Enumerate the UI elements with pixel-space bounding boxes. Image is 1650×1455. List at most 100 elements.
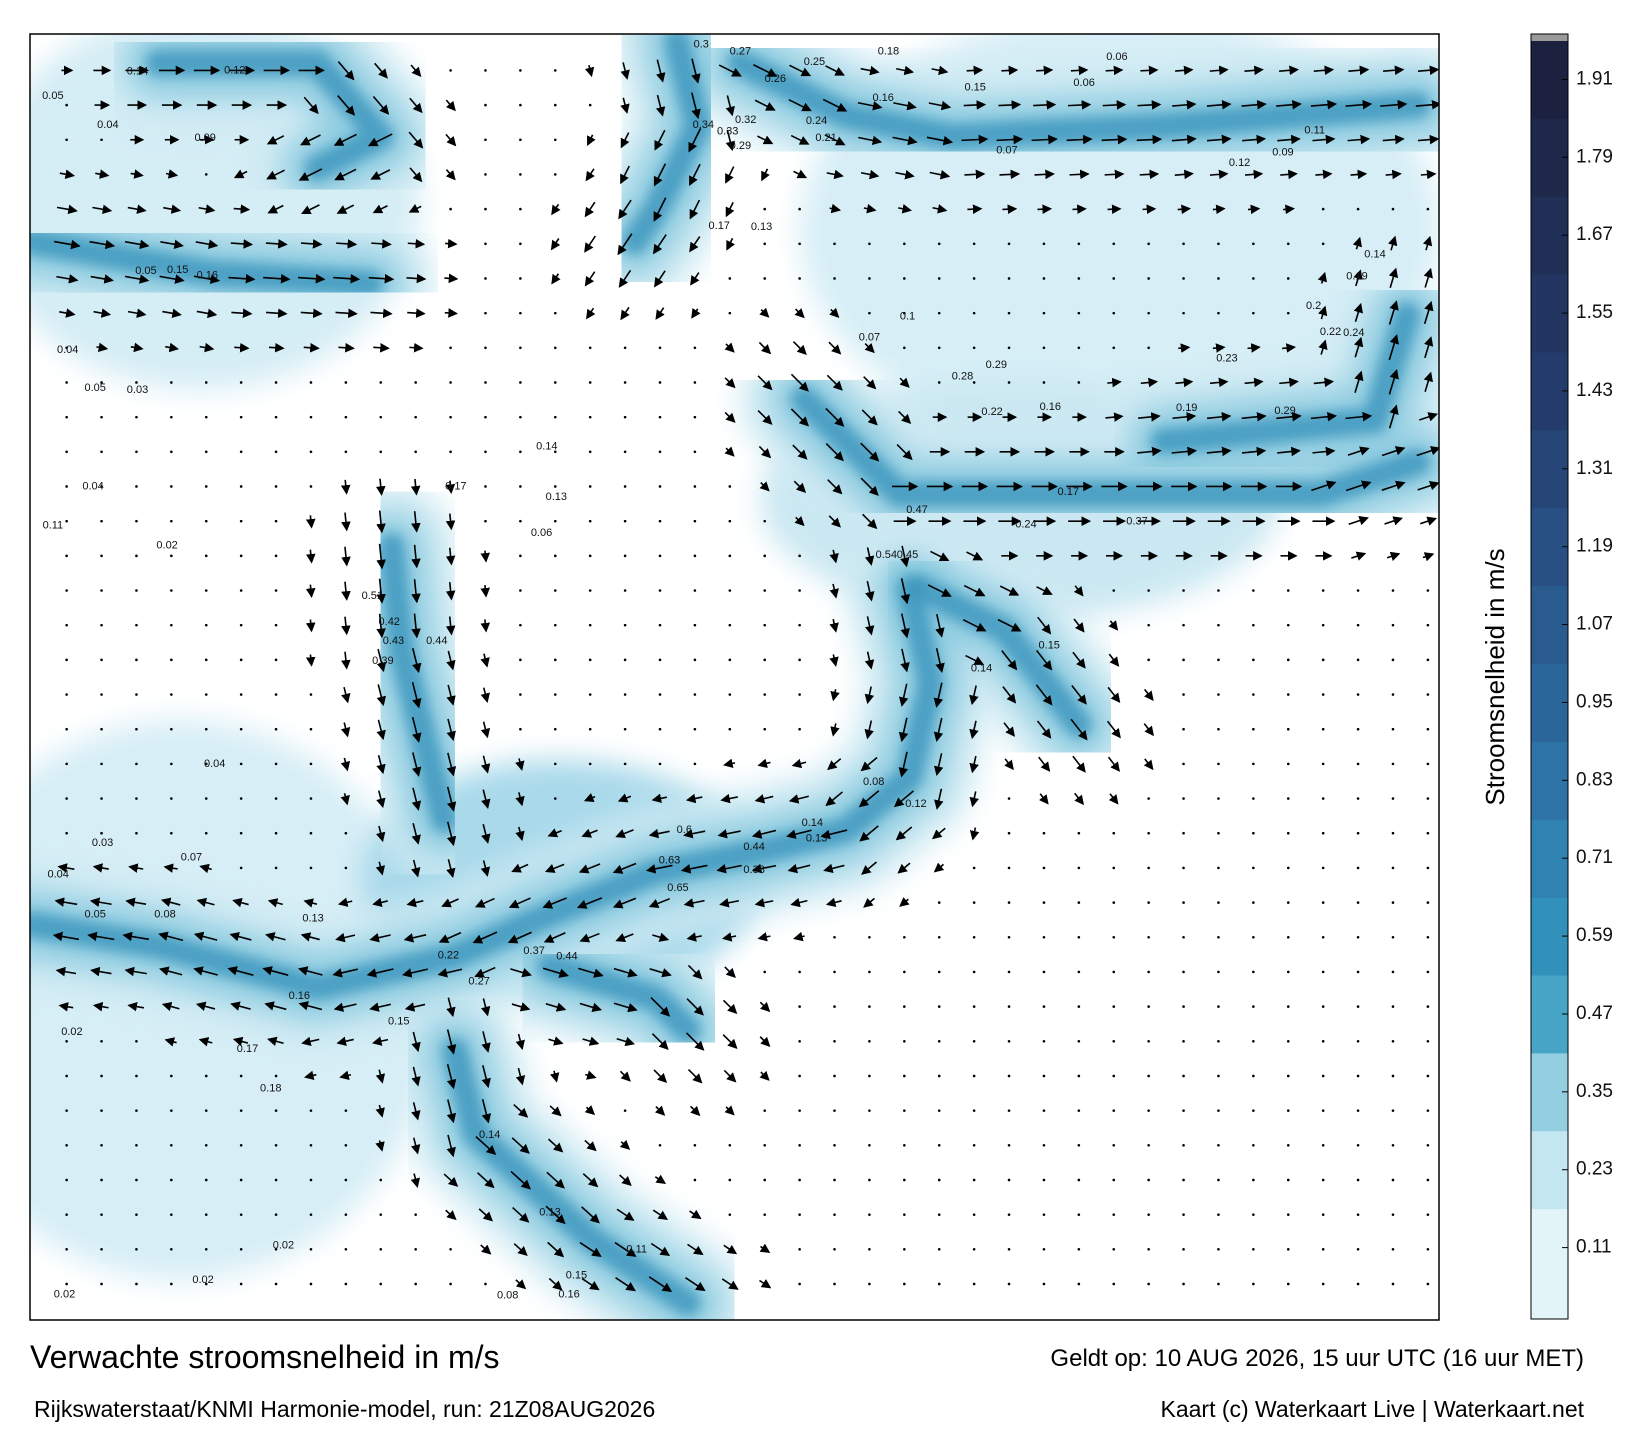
grid-dot [553, 173, 557, 176]
grid-dot [937, 311, 941, 315]
grid-dot [1426, 970, 1430, 974]
current-arrow [829, 203, 842, 214]
grid-dot [588, 589, 592, 592]
grid-dot [623, 658, 627, 662]
current-arrow [757, 135, 774, 145]
current-arrow [653, 1069, 668, 1084]
current-arrow [410, 1173, 421, 1188]
grid-dot [100, 138, 103, 142]
current-arrow [724, 342, 735, 353]
grid-dot [1182, 589, 1185, 592]
grid-dot [309, 415, 313, 419]
current-arrow [193, 966, 218, 976]
grid-dot [1077, 1109, 1081, 1112]
current-arrow [481, 1065, 491, 1089]
current-arrow [159, 274, 185, 284]
grid-dot [1426, 901, 1430, 904]
grid-dot [309, 762, 313, 766]
grid-dot [135, 1178, 138, 1182]
current-arrow [716, 864, 742, 874]
current-arrow [480, 584, 491, 598]
grid-dot [1321, 1039, 1325, 1043]
grid-dot [763, 1178, 767, 1182]
grid-dot [693, 415, 697, 419]
current-arrow [725, 166, 735, 184]
grid-dot [274, 658, 278, 662]
current-arrow [409, 342, 424, 353]
colorbar-label: Stroomsnelheid in m/s [1480, 548, 1510, 805]
grid-dot [135, 797, 138, 800]
current-arrow [511, 863, 529, 873]
current-arrow [648, 897, 671, 908]
grid-dot [1077, 346, 1081, 350]
grid-dot [449, 381, 452, 384]
grid-dot [1147, 346, 1150, 350]
current-arrow [650, 1242, 671, 1257]
current-arrow [445, 238, 458, 249]
grid-dot [1147, 866, 1150, 870]
speed-label: 0.51 [362, 590, 383, 602]
grid-dot [1077, 242, 1081, 246]
colorbar-tick-label: 0.47 [1576, 1003, 1613, 1024]
grid-dot [658, 346, 662, 350]
current-arrow [477, 1172, 495, 1189]
grid-dot [135, 450, 138, 454]
grid-dot [204, 1143, 208, 1147]
current-arrow [410, 1137, 421, 1155]
current-arrow [1417, 65, 1439, 76]
colorbar-frame [1530, 33, 1569, 1320]
grid-dot [658, 762, 662, 766]
current-arrow [828, 341, 842, 355]
current-arrow [1074, 792, 1084, 806]
grid-dot [693, 589, 697, 592]
current-arrow [130, 169, 144, 179]
current-arrow [892, 135, 918, 146]
current-arrow [480, 550, 490, 563]
grid-dot [204, 519, 208, 523]
grid-dot [344, 1178, 348, 1182]
grid-dot [100, 1074, 103, 1078]
grid-dot [1217, 866, 1220, 870]
speed-label: 0.27 [468, 976, 489, 988]
current-arrow [864, 720, 874, 740]
grid-dot [1217, 970, 1220, 974]
grid-dot [1391, 1178, 1395, 1182]
grid-dot [170, 554, 173, 558]
current-arrow [547, 828, 562, 838]
current-arrow [616, 1036, 636, 1047]
grid-dot [553, 589, 557, 592]
grid-dot [937, 1213, 941, 1216]
current-arrow [826, 374, 843, 391]
current-arrow [376, 754, 386, 775]
current-arrow [895, 826, 913, 841]
grid-dot [135, 589, 138, 592]
current-arrow [193, 931, 218, 942]
grid-dot [763, 519, 767, 523]
current-arrow [1310, 99, 1338, 110]
current-arrow [934, 788, 944, 810]
grid-dot [519, 415, 522, 419]
speed-label: 0.14 [479, 1129, 500, 1141]
grid-dot [1007, 1039, 1011, 1043]
current-arrow [896, 444, 913, 461]
grid-dot [1426, 935, 1430, 939]
current-arrow [372, 897, 388, 908]
current-arrow [333, 133, 357, 146]
current-arrow [1312, 446, 1336, 457]
current-arrow [375, 1140, 385, 1152]
grid-dot [519, 103, 522, 107]
grid-dot [1217, 1282, 1220, 1286]
speed-label: 0.14 [127, 66, 148, 78]
grid-dot [379, 1248, 383, 1251]
current-arrow [963, 100, 987, 110]
grid-dot [484, 277, 487, 280]
current-arrow [820, 829, 848, 840]
grid-dot [449, 346, 452, 350]
grid-dot [1321, 797, 1325, 800]
current-arrow [899, 897, 910, 907]
speed-label: 0.1 [900, 310, 915, 322]
speed-label: 0.06 [531, 527, 552, 539]
current-arrow [1034, 169, 1055, 180]
current-arrow [579, 1002, 603, 1012]
speed-label: 0.44 [556, 950, 577, 962]
